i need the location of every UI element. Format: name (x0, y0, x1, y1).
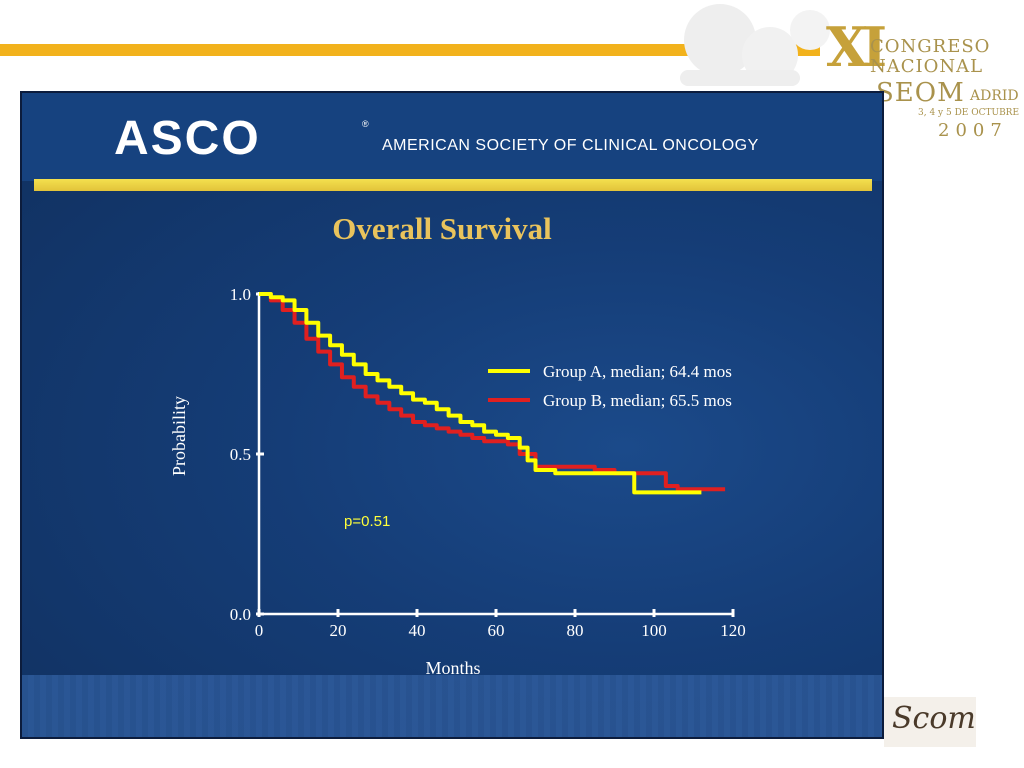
congress-city: ADRID (970, 88, 1019, 104)
slide-bottom-band (22, 675, 882, 737)
x-tick-label: 100 (641, 621, 667, 640)
legend-label: Group A, median; 64.4 mos (543, 362, 732, 381)
asco-logo: ASCO (114, 112, 261, 165)
top-accent-bar (0, 44, 820, 56)
legend-label: Group B, median; 65.5 mos (543, 391, 732, 410)
presentation-slide: ASCO ® AMERICAN SOCIETY OF CLINICAL ONCO… (20, 91, 884, 739)
p-value-annotation: p=0.51 (344, 513, 390, 530)
chart-title: Overall Survival (332, 211, 552, 246)
seom-logo: Scom (884, 697, 976, 747)
congress-line1: CONGRESO (870, 36, 991, 57)
x-tick-label: 40 (409, 621, 426, 640)
congress-numeral: XI (826, 15, 887, 79)
x-tick-label: 120 (720, 621, 746, 640)
congress-logo: XI CONGRESO NACIONAL SEOM ADRID 3, 4 y 5… (822, 18, 1022, 148)
seom-logo-text: Scom (892, 701, 976, 736)
y-tick-label: 0.0 (230, 605, 251, 624)
x-axis-label: Months (425, 658, 480, 678)
x-tick-label: 80 (567, 621, 584, 640)
y-tick-label: 0.5 (230, 445, 251, 464)
y-tick-label: 1.0 (230, 285, 251, 304)
x-tick-label: 20 (330, 621, 347, 640)
congress-watermark-icon (680, 4, 830, 86)
chart-legend: Group A, median; 64.4 mos Group B, median… (488, 362, 732, 410)
congress-line2: NACIONAL (870, 56, 984, 77)
header-rule (34, 179, 872, 191)
congress-dates: 3, 4 y 5 DE OCTUBRE (918, 108, 1020, 118)
congress-seom: SEOM (876, 78, 965, 108)
series-line-group-a (259, 292, 702, 495)
x-tick-label: 60 (488, 621, 505, 640)
asco-subtitle: AMERICAN SOCIETY OF CLINICAL ONCOLOGY (382, 137, 759, 154)
slide-header (22, 93, 882, 181)
chart-axes: 0 20 40 60 80 100 120 0.0 0.5 1.0 (230, 285, 746, 640)
survival-chart: 0 20 40 60 80 100 120 0.0 0.5 1.0 Group A, median… (169, 285, 746, 678)
asco-registered-mark: ® (362, 119, 369, 129)
chart-series (259, 292, 726, 495)
x-tick-label: 0 (255, 621, 264, 640)
y-axis-label: Probability (169, 396, 189, 476)
series-line-group-b (259, 292, 726, 492)
congress-year: 2007 (938, 120, 1008, 141)
